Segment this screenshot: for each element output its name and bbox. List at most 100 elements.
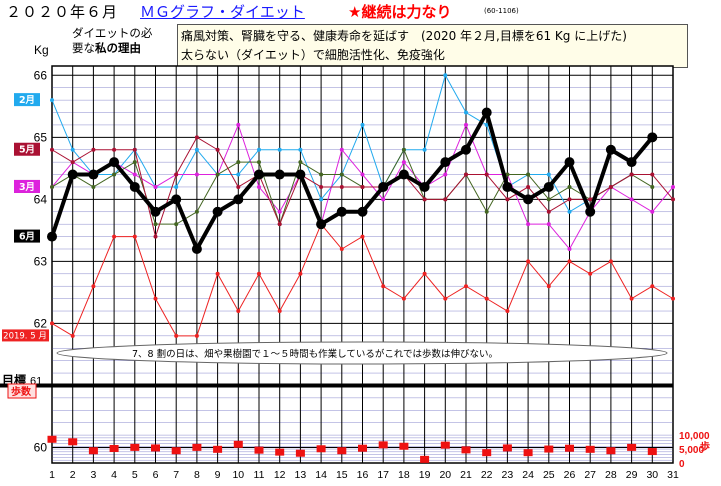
series-point [154, 235, 158, 239]
series-point [361, 173, 365, 177]
series-point [174, 222, 178, 226]
series-point [485, 210, 489, 214]
series-point [112, 173, 116, 177]
steps-point [48, 436, 57, 443]
x-tick-label: 19 [419, 469, 431, 481]
steps-point [151, 444, 160, 451]
series-point [464, 123, 468, 127]
series-point [50, 98, 54, 102]
x-tick-label: 18 [398, 469, 410, 481]
series-point [213, 207, 223, 217]
series-point [257, 185, 261, 189]
series-point [91, 148, 95, 152]
series-point [216, 148, 220, 152]
x-tick-label: 3 [90, 469, 96, 481]
series-point [278, 222, 282, 226]
steps-legend-label: 歩数 [11, 385, 32, 398]
x-tick-label: 16 [357, 469, 369, 481]
steps-point [627, 444, 636, 451]
steps-point [606, 447, 615, 454]
series-point [671, 197, 675, 201]
series-point [358, 207, 368, 217]
series-point [319, 173, 323, 177]
series-point [316, 219, 326, 229]
x-tick-label: 12 [274, 469, 286, 481]
steps-point [399, 443, 408, 450]
series-point [88, 170, 98, 180]
series-point [275, 170, 285, 180]
series-point [547, 284, 551, 288]
series-point [627, 157, 637, 167]
series-point [568, 197, 572, 201]
steps-point [213, 446, 222, 453]
series-point [71, 334, 75, 338]
series-point [443, 197, 447, 201]
steps-point [482, 449, 491, 456]
steps-point [192, 444, 201, 451]
series-point [443, 73, 447, 77]
steps-point [358, 445, 367, 452]
series-point [236, 185, 240, 189]
series-point [278, 210, 282, 214]
series-point [319, 185, 323, 189]
y-tick-label: 64 [34, 192, 48, 206]
series-point [588, 272, 592, 276]
series-point [671, 185, 675, 189]
series-point [236, 309, 240, 313]
series-point [71, 148, 75, 152]
series-point [50, 321, 54, 325]
series-point [485, 173, 489, 177]
x-tick-label: 31 [667, 469, 679, 481]
series-point [588, 197, 592, 201]
steps-point [275, 449, 284, 456]
series-point [381, 284, 385, 288]
series-point [361, 185, 365, 189]
series-point [630, 297, 634, 301]
series-point [402, 148, 406, 152]
y-tick-label: 65 [34, 130, 48, 144]
series-point [361, 235, 365, 239]
series-point [464, 173, 468, 177]
series-point [443, 173, 447, 177]
series-point [133, 173, 137, 177]
series-point [402, 297, 406, 301]
series-point [171, 194, 181, 204]
series-point [420, 182, 430, 192]
series-point [650, 173, 654, 177]
x-tick-label: 13 [295, 469, 307, 481]
series-point [298, 160, 302, 164]
series-point [547, 173, 551, 177]
annotation-text: 7、8 劃の日は、畑や果樹園で１～５時間も作業しているがこれでは歩数は伸びない。 [132, 348, 498, 360]
series-point [91, 284, 95, 288]
y-unit-label: Kg [34, 43, 49, 57]
steps-point [379, 441, 388, 448]
steps-point [441, 442, 450, 449]
series-point [443, 297, 447, 301]
steps-point [503, 444, 512, 451]
series-point [461, 145, 471, 155]
x-tick-label: 29 [626, 469, 638, 481]
x-tick-label: 20 [439, 469, 451, 481]
series-point [630, 173, 634, 177]
series-point [585, 207, 595, 217]
series-point [650, 185, 654, 189]
x-tick-label: 28 [605, 469, 617, 481]
x-tick-label: 17 [377, 469, 389, 481]
series-point [257, 272, 261, 276]
series-point [174, 173, 178, 177]
series-point [630, 197, 634, 201]
x-tick-label: 6 [153, 469, 159, 481]
x-tick-label: 26 [564, 469, 576, 481]
steps-axis-unit: 歩 [700, 440, 710, 453]
series-point [195, 173, 199, 177]
x-tick-label: 5 [132, 469, 138, 481]
y-tick-label: 66 [34, 68, 48, 82]
series-point [195, 135, 199, 139]
series-point [399, 170, 409, 180]
series-point [47, 232, 57, 242]
series-point [71, 160, 75, 164]
series-point [192, 244, 202, 254]
series-point [568, 247, 572, 251]
steps-point [544, 446, 553, 453]
x-tick-label: 21 [460, 469, 472, 481]
